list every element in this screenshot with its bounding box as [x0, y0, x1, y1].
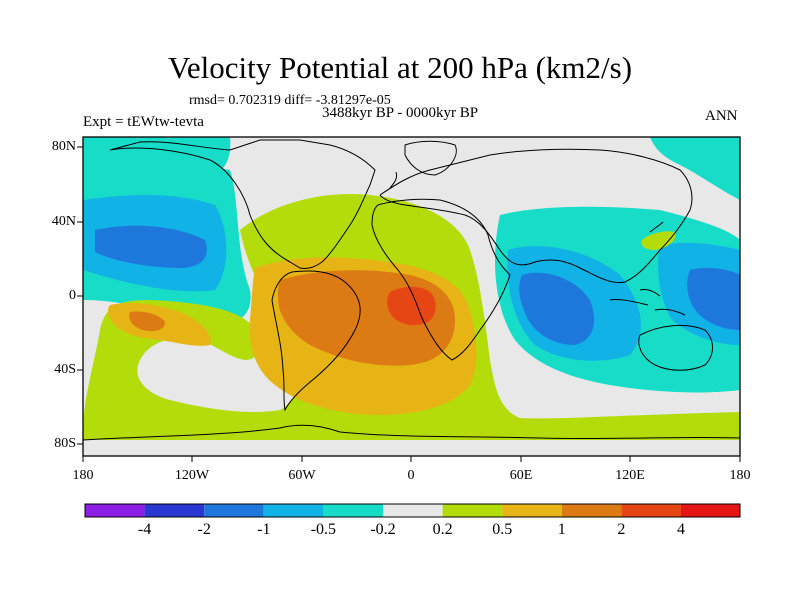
colorbar-swatch — [502, 504, 562, 517]
coast-japan — [649, 221, 664, 233]
experiment-label: Expt = tEWtw-tevta — [83, 114, 204, 130]
coast-indonesia — [609, 289, 686, 316]
colorbar-label: 4 — [677, 521, 685, 538]
coast-south-america — [271, 270, 361, 412]
colorbar-label: -0.5 — [310, 521, 337, 538]
y-tick-label: 40S — [54, 362, 76, 377]
colorbar-swatch — [144, 504, 205, 517]
neg-contour-northeast — [650, 137, 740, 200]
x-tick-label: 120W — [174, 468, 210, 483]
map-title: Velocity Potential at 200 hPa (km2/s) — [167, 50, 633, 85]
colorbar-label: -0.2 — [370, 521, 396, 538]
colorbar — [84, 503, 741, 518]
colorbar-label: 0.2 — [432, 521, 453, 538]
colorbar-swatch — [561, 504, 622, 517]
colorbar-swatch — [85, 504, 145, 517]
pos-contour-japan — [641, 231, 676, 250]
y-tick-label: 80S — [54, 436, 76, 451]
coast-uk — [389, 171, 398, 189]
coastlines — [83, 139, 740, 441]
colorbar-label: 1 — [557, 521, 566, 538]
rmsd-diff-stats: rmsd= 0.702319 diff= -3.81297e-05 — [189, 93, 391, 108]
colorbar-swatch — [621, 504, 681, 517]
colorbar-swatch — [263, 504, 324, 517]
coast-eurasia — [379, 148, 693, 284]
colorbar-label: -1 — [257, 521, 271, 538]
velocity-potential-field — [83, 137, 740, 456]
x-tick-label: 60E — [509, 468, 533, 483]
colorbar-label: 0.5 — [492, 521, 513, 538]
neg-contour-nw-core — [95, 225, 207, 268]
colorbar-frame — [84, 503, 741, 518]
colorbar-swatch — [442, 504, 503, 517]
coast-greenland — [404, 140, 457, 176]
colorbar-swatch — [323, 504, 383, 517]
x-tick-label: 180 — [72, 468, 94, 483]
coast-north-america — [109, 139, 376, 269]
x-tick-label: 60W — [288, 468, 316, 483]
colorbar-label: -2 — [197, 521, 211, 538]
coast-antarctica — [83, 424, 740, 441]
axis-ticks — [77, 146, 741, 462]
coast-australia — [638, 325, 713, 371]
y-tick-label: 80N — [51, 139, 76, 154]
x-tick-label: 0 — [407, 468, 415, 483]
colorbar-swatch — [681, 504, 740, 517]
neg-contour-pacific-core — [687, 267, 740, 330]
y-tick-label: 0 — [69, 288, 76, 303]
coast-africa — [371, 198, 511, 361]
colorbar-label: 2 — [617, 521, 626, 538]
x-tick-label: 180 — [729, 468, 751, 483]
season-label: ANN — [705, 108, 738, 124]
pos-contour-sw-core — [129, 311, 165, 332]
time-period-label: 3488kyr BP - 0000kyr BP — [322, 105, 479, 121]
colorbar-swatch — [204, 504, 264, 517]
neg-contour-indian-core — [519, 272, 595, 345]
y-tick-label: 40N — [51, 214, 76, 229]
colorbar-swatch — [383, 504, 443, 517]
x-tick-label: 120E — [615, 468, 645, 483]
pos-contour-core — [387, 286, 436, 326]
colorbar-label: -4 — [137, 521, 152, 538]
